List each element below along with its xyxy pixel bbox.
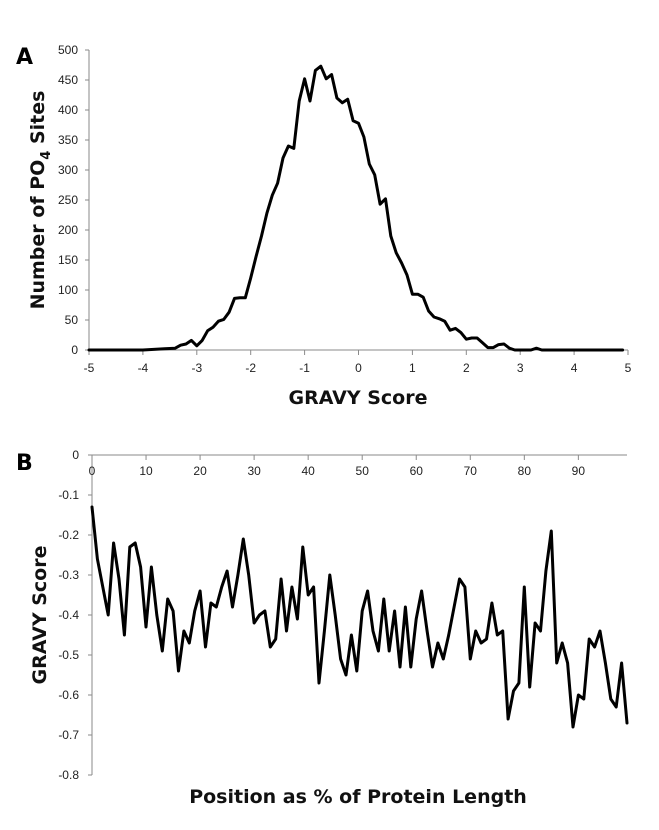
panel-b-y-tick-label: -0.4 <box>58 608 79 622</box>
panel-a-x-tick-label: -3 <box>191 361 202 375</box>
panel-a-x-tick-label: 3 <box>517 361 524 375</box>
panel-b-x-tick-label: 20 <box>193 464 207 478</box>
panel-b-y-tick-label: -0.3 <box>58 568 79 582</box>
panel-a-y-axis-title-tail: Sites <box>27 91 49 151</box>
panel-b-label: B <box>16 451 33 476</box>
panel-b-y-tick-label: -0.1 <box>58 488 79 502</box>
panel-b-y-axis-title: GRAVY Score <box>29 546 51 685</box>
panel-b-chart: B 0 -0.1 -0.2 -0.3 -0.4 -0.5 -0.6 -0.7 -0.8 0 10 2… <box>16 448 629 808</box>
panel-a-y-tick-label: 200 <box>58 223 78 237</box>
panel-a-series-line <box>87 64 625 352</box>
panel-b-x-tick-label: 0 <box>89 464 96 478</box>
panel-a-y-axis-title: Number of PO4 Sites <box>27 91 54 310</box>
panel-b-y-tick-label: -0.2 <box>58 528 79 542</box>
panel-b-x-tick-label: 40 <box>301 464 315 478</box>
panel-a-x-tick-label: -4 <box>138 361 149 375</box>
panel-a-x-ticks: -5 -4 -3 -2 -1 0 1 2 3 4 5 <box>84 350 632 375</box>
panel-a-label: A <box>16 45 33 70</box>
panel-a-y-axis-title-main: Number of PO <box>27 160 49 310</box>
panel-a-x-tick-label: 4 <box>571 361 578 375</box>
panel-a-x-tick-label: 2 <box>463 361 470 375</box>
panel-b-x-tick-label: 50 <box>356 464 370 478</box>
panel-b-x-tick-label: 10 <box>139 464 153 478</box>
panel-b-x-axis-title: Position as % of Protein Length <box>189 786 527 808</box>
panel-b-x-tick-label: 70 <box>464 464 478 478</box>
panel-b-x-ticks: 0 10 20 30 40 50 60 70 80 90 <box>89 455 586 478</box>
panel-b-y-tick-label: -0.6 <box>58 688 79 702</box>
panel-a-y-tick-label: 350 <box>58 133 78 147</box>
panel-b-y-ticks: 0 -0.1 -0.2 -0.3 -0.4 -0.5 -0.6 -0.7 -0.8 <box>58 448 92 782</box>
panel-a-x-tick-label: 5 <box>625 361 632 375</box>
panel-a-y-tick-label: 250 <box>58 193 78 207</box>
panel-b-y-tick-label: 0 <box>72 448 79 462</box>
panel-a-x-tick-label: 1 <box>409 361 416 375</box>
panel-a-y-tick-label: 0 <box>71 343 78 357</box>
panel-b-y-tick-label: -0.5 <box>58 648 79 662</box>
panel-b-x-tick-label: 80 <box>518 464 532 478</box>
panel-a-y-tick-label: 150 <box>58 253 78 267</box>
panel-a-y-ticks: 0 50 100 150 200 250 300 350 400 450 500 <box>58 43 89 357</box>
panel-a-y-tick-label: 50 <box>65 313 79 327</box>
panel-a-x-tick-label: -5 <box>84 361 95 375</box>
panel-a-x-tick-label: 0 <box>355 361 362 375</box>
panel-b-x-tick-label: 90 <box>572 464 586 478</box>
panel-a-y-tick-label: 500 <box>58 43 78 57</box>
panel-a-x-axis-title: GRAVY Score <box>289 387 428 409</box>
panel-b-x-tick-label: 30 <box>247 464 261 478</box>
panel-a-y-tick-label: 100 <box>58 283 78 297</box>
panel-a-x-tick-label: -1 <box>299 361 310 375</box>
panel-a-y-tick-label: 450 <box>58 73 78 87</box>
panel-b-y-tick-label: -0.8 <box>58 768 79 782</box>
panel-a-x-tick-label: -2 <box>245 361 256 375</box>
panel-b-series-line <box>90 505 629 729</box>
panel-a-y-tick-label: 400 <box>58 103 78 117</box>
panel-b-x-tick-label: 60 <box>410 464 424 478</box>
panel-b-y-tick-label: -0.7 <box>58 728 79 742</box>
panel-a-y-tick-label: 300 <box>58 163 78 177</box>
panel-a-y-axis-title-subscript: 4 <box>39 151 54 160</box>
